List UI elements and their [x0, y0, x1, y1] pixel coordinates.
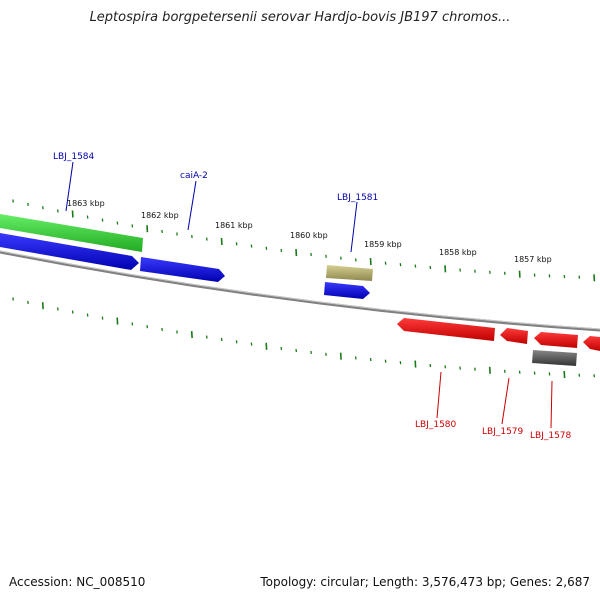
scale-label: 1860 kbp: [290, 231, 328, 240]
gene-label-lbj-1581[interactable]: LBJ_1581: [337, 193, 378, 203]
accession-text: Accession: NC_008510: [9, 575, 146, 589]
gene-lbj-1581[interactable]: [324, 282, 370, 299]
gene-fragment-right[interactable]: [583, 336, 600, 351]
pseudogene-gray[interactable]: [532, 350, 577, 366]
scale-labels: 1863 kbp 1862 kbp 1861 kbp 1860 kbp 1859…: [67, 199, 552, 264]
gene-lbj-1578[interactable]: [534, 332, 578, 348]
gene-label-lbj-1584[interactable]: LBJ_1584: [53, 152, 95, 162]
scale-label: 1859 kbp: [364, 240, 402, 249]
scale-label: 1862 kbp: [141, 211, 179, 220]
gene-callout-lines: [65, 161, 553, 429]
inner-tick-ring: [12, 297, 596, 379]
scale-label: 1861 kbp: [215, 221, 253, 230]
gene-lbj-1584[interactable]: [0, 233, 139, 270]
scale-label: 1858 kbp: [439, 248, 477, 257]
genome-backbone: [0, 250, 600, 332]
gene-label-lbj-1578[interactable]: LBJ_1578: [530, 431, 572, 441]
map-title: Leptospira borgpetersenii serovar Hardjo…: [89, 10, 511, 25]
gene-label-lbj-1580[interactable]: LBJ_1580: [415, 420, 457, 430]
genome-summary-text: Topology: circular; Length: 3,576,473 bp…: [260, 575, 590, 589]
outer-tick-ring: [12, 199, 596, 282]
gene-lbj-1579[interactable]: [500, 328, 528, 344]
misc-feature-olive[interactable]: [326, 265, 373, 281]
gene-lbj-1580[interactable]: [397, 318, 495, 341]
gene-caia-2[interactable]: [140, 257, 225, 282]
gene-labels: LBJ_1584 caiA-2 LBJ_1581 LBJ_1580 LBJ_15…: [53, 152, 572, 441]
gene-label-lbj-1579[interactable]: LBJ_1579: [482, 427, 524, 437]
genome-backbone-highlight: [0, 250, 600, 330]
scale-label: 1863 kbp: [67, 199, 105, 208]
scale-label: 1857 kbp: [514, 255, 552, 264]
rna-feature-green[interactable]: [0, 214, 143, 252]
gene-label-caia-2[interactable]: caiA-2: [180, 171, 208, 181]
